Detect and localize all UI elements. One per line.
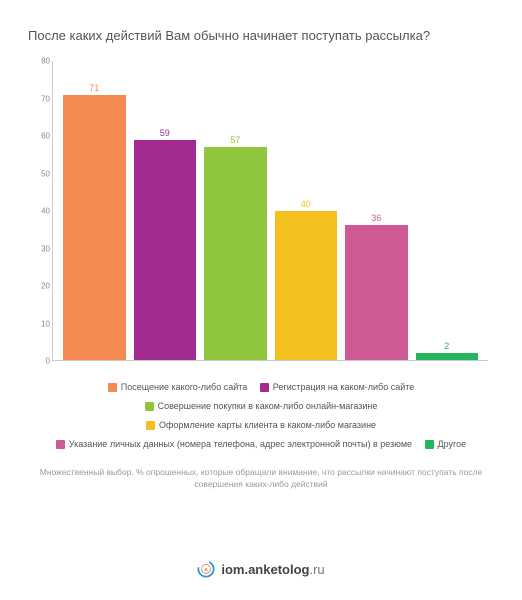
bar: [204, 147, 267, 360]
bar-wrap: 36: [341, 61, 412, 360]
bar-wrap: 57: [200, 61, 271, 360]
legend-label: Совершение покупки в каком-либо онлайн-м…: [158, 398, 378, 415]
bar-value-label: 59: [160, 128, 170, 138]
legend-item: Совершение покупки в каком-либо онлайн-м…: [145, 398, 378, 415]
brand: А iom.anketolog.ru: [0, 560, 522, 578]
y-tick: 60: [41, 132, 50, 141]
bar-value-label: 57: [230, 135, 240, 145]
legend-item: Другое: [425, 436, 467, 453]
y-tick: 0: [46, 357, 50, 366]
bar-wrap: 59: [130, 61, 201, 360]
bar-wrap: 40: [271, 61, 342, 360]
chart-area: 01020304050607080 71595740362: [52, 61, 488, 361]
bar-wrap: 2: [412, 61, 483, 360]
y-tick: 50: [41, 169, 50, 178]
legend-label: Оформление карты клиента в каком-либо ма…: [159, 417, 376, 434]
bar: [275, 211, 338, 361]
bar: [345, 225, 408, 360]
bar: [416, 353, 479, 360]
brand-tld: .ru: [309, 562, 324, 577]
bar-value-label: 2: [444, 341, 449, 351]
legend-label: Посещение какого-либо сайта: [121, 379, 248, 396]
legend-swatch: [56, 440, 65, 449]
bar-value-label: 40: [301, 199, 311, 209]
bar-wrap: 71: [59, 61, 130, 360]
bar: [63, 95, 126, 360]
legend-label: Другое: [438, 436, 467, 453]
y-tick: 10: [41, 319, 50, 328]
chart-title: После каких действий Вам обычно начинает…: [28, 28, 494, 43]
legend: Посещение какого-либо сайта Регистрация …: [28, 379, 494, 456]
legend-item: Посещение какого-либо сайта: [108, 379, 248, 396]
y-tick: 80: [41, 57, 50, 66]
bar: [134, 140, 197, 361]
legend-swatch: [108, 383, 117, 392]
y-tick: 30: [41, 244, 50, 253]
chart-card: После каких действий Вам обычно начинает…: [0, 0, 522, 600]
legend-swatch: [146, 421, 155, 430]
legend-label: Указание личных данных (номера телефона,…: [69, 436, 412, 453]
brand-logo-icon: А: [197, 560, 215, 578]
brand-name: iom.anketolog: [221, 562, 309, 577]
footnote: Множественный выбор. % опрошенных, котор…: [28, 466, 494, 492]
legend-item: Регистрация на каком-либо сайте: [260, 379, 414, 396]
legend-item: Указание личных данных (номера телефона,…: [56, 436, 412, 453]
bar-value-label: 36: [371, 213, 381, 223]
legend-swatch: [260, 383, 269, 392]
bar-value-label: 71: [89, 83, 99, 93]
y-axis: 01020304050607080: [30, 61, 52, 361]
legend-item: Оформление карты клиента в каком-либо ма…: [146, 417, 376, 434]
plot: 71 59 57 40 36 2: [52, 61, 488, 361]
y-tick: 70: [41, 94, 50, 103]
legend-label: Регистрация на каком-либо сайте: [273, 379, 414, 396]
y-tick: 40: [41, 207, 50, 216]
y-tick: 20: [41, 282, 50, 291]
brand-text: iom.anketolog.ru: [221, 562, 324, 577]
legend-swatch: [145, 402, 154, 411]
svg-text:А: А: [205, 567, 209, 573]
legend-swatch: [425, 440, 434, 449]
